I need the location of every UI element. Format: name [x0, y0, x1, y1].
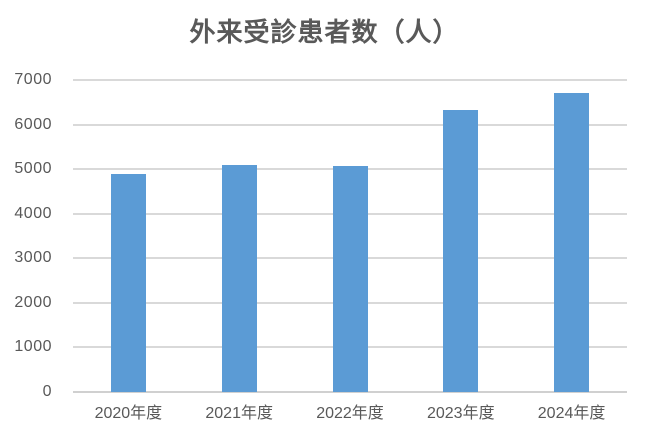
bar-2020年度: [110, 174, 146, 392]
y-axis-label: 3000: [14, 249, 52, 267]
y-axis-label: 4000: [14, 204, 52, 222]
bar-2023年度: [443, 109, 479, 392]
y-axis-label: 7000: [14, 71, 52, 88]
y-axis-label: 5000: [14, 160, 52, 178]
y-axis-label: 1000: [14, 338, 52, 356]
y-axis-label: 2000: [14, 293, 52, 311]
chart-title: 外来受診患者数（人）: [189, 17, 460, 47]
y-gridline: [73, 79, 627, 81]
y-gridline: [73, 123, 627, 126]
x-axis-label: 2024年度: [537, 405, 606, 422]
x-axis-label: 2021年度: [205, 405, 273, 422]
x-axis-label: 2020年度: [94, 405, 163, 422]
y-axis-label: 6000: [14, 115, 52, 133]
bar-2021年度: [221, 164, 257, 392]
x-axis-line: [73, 391, 627, 393]
bar-2022年度: [332, 166, 368, 392]
y-axis-label: 0: [42, 383, 52, 400]
x-axis-label: 2023年度: [426, 405, 495, 422]
x-axis-label: 2022年度: [316, 405, 384, 422]
bar-2024年度: [554, 92, 590, 392]
